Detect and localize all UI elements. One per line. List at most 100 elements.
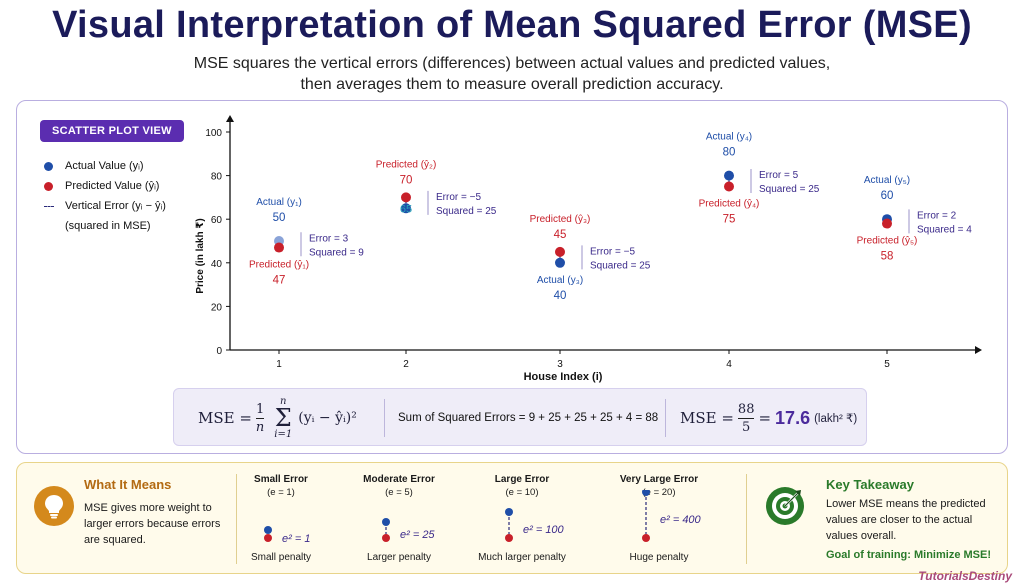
legend-predicted-label: Predicted Value (ŷᵢ): [65, 180, 160, 192]
actual-point: [401, 203, 411, 214]
predicted-value: 58: [881, 251, 894, 263]
squared-annotation: Squared = 9: [309, 247, 364, 258]
predicted-value: 75: [723, 214, 736, 226]
squared-annotation: Squared = 25: [436, 206, 497, 217]
predicted-point: [274, 242, 284, 253]
actual-dot-icon: [44, 161, 53, 171]
predicted-label: Predicted (ŷ₃): [530, 214, 591, 225]
error-scale-item: Moderate Error (e = 5) e² = 25 Larger penal…: [344, 474, 454, 563]
legend-error-note: (squared in MSE): [65, 220, 151, 232]
actual-value: 80: [723, 147, 736, 159]
one-over-n-fraction: 1 n: [255, 401, 265, 435]
predicted-value: 70: [400, 174, 413, 186]
squared-error-value: e² = 25: [400, 529, 435, 541]
subtitle-line-2: then averages them to measure overall pr…: [300, 76, 724, 93]
dashed-line-icon: [44, 205, 54, 207]
legend-predicted: Predicted Value (ŷᵢ): [44, 176, 166, 196]
squared-error-value: e² = 1: [282, 533, 310, 545]
squared-annotation: Squared = 25: [590, 260, 651, 271]
actual-label: Actual (y₁): [256, 197, 302, 208]
error-scale-graphic: e² = 1: [264, 526, 310, 545]
error-annotation: Error = 2: [917, 210, 957, 221]
y-tick-label: 100: [205, 128, 222, 139]
fraction-numerator: 1: [255, 401, 265, 417]
actual-point: [724, 170, 734, 181]
predicted-value: 45: [554, 229, 567, 241]
error-scale-item: Small Error (e = 1) e² = 1 Small penalty: [226, 474, 336, 563]
y-tick-label: 60: [211, 215, 223, 226]
target-icon: [766, 487, 804, 525]
result-numerator: 88: [737, 401, 755, 417]
predicted-point: [642, 534, 650, 542]
predicted-label: Predicted (ŷ₂): [376, 159, 437, 170]
x-tick-label: 1: [276, 359, 282, 370]
lightbulb-icon: [34, 486, 74, 526]
predicted-label: Predicted (ŷ₁): [249, 260, 309, 271]
legend-error-label: Vertical Error (yᵢ − ŷᵢ): [65, 200, 166, 212]
actual-label: Actual (y₃): [537, 275, 583, 286]
squared-error-expression: (yᵢ − ŷᵢ)²: [298, 410, 357, 426]
x-axis-title: House Index (i): [524, 371, 603, 383]
penalty-label: Small penalty: [250, 552, 312, 563]
actual-point: [382, 518, 390, 526]
brand-watermark: TutorialsDestiny: [918, 569, 1012, 583]
error-annotation: Error = 3: [309, 233, 349, 244]
actual-value: 50: [273, 212, 286, 224]
error-scale-graphic: e² = 400: [642, 490, 702, 542]
error-scale-name: Very Large Error: [619, 474, 699, 485]
error-scale-name: Large Error: [494, 474, 550, 485]
penalty-label: Much larger penalty: [478, 552, 566, 563]
error-scale-graphic: e² = 25: [382, 518, 435, 542]
y-tick-label: 40: [211, 259, 223, 270]
error-annotation: Error = 5: [759, 170, 799, 181]
squared-error-value: e² = 400: [660, 514, 702, 526]
error-annotation: Error = −5: [436, 192, 481, 203]
result-denominator: 5: [742, 419, 751, 435]
x-tick-label: 3: [557, 359, 563, 370]
key-takeaway-title: Key Takeaway: [826, 477, 914, 492]
predicted-label: Predicted (ŷ₄): [699, 199, 760, 210]
x-tick-label: 4: [726, 359, 732, 370]
penalty-label: Huge penalty: [629, 552, 689, 563]
y-tick-label: 0: [216, 346, 222, 357]
error-scale-e: (e = 20): [642, 487, 676, 498]
training-goal: Goal of training: Minimize MSE!: [826, 549, 991, 561]
actual-point: [505, 508, 513, 516]
squared-annotation: Squared = 4: [917, 224, 972, 235]
mse-formula: MSE = 1 n n Σ i=1 (yᵢ − ŷᵢ)²: [198, 389, 357, 447]
predicted-point: [724, 181, 734, 192]
error-annotation: Error = −5: [590, 246, 635, 257]
sum-of-squared-errors: Sum of Squared Errors = 9 + 25 + 25 + 25…: [398, 412, 659, 424]
predicted-point: [882, 218, 892, 229]
formula-box: MSE = 1 n n Σ i=1 (yᵢ − ŷᵢ)² Sum of Squa…: [173, 388, 867, 446]
predicted-label: Predicted (ŷ₅): [857, 236, 918, 247]
mse-unit: (lakh² ₹): [814, 413, 858, 425]
error-scale-e: (e = 5): [385, 487, 413, 498]
predicted-point: [264, 534, 272, 542]
x-tick-label: 5: [884, 359, 890, 370]
sse-section: Sum of Squared Errors = 9 + 25 + 25 + 25…: [398, 389, 658, 447]
actual-point: [555, 257, 565, 268]
actual-value: 40: [554, 290, 567, 302]
predicted-value: 47: [273, 275, 286, 287]
actual-value: 60: [881, 190, 894, 202]
predicted-point: [401, 192, 411, 203]
error-scale-name: Small Error: [254, 474, 308, 485]
actual-label: Actual (y₅): [864, 175, 910, 186]
squared-error-value: e² = 100: [523, 524, 565, 536]
predicted-dot-icon: [44, 181, 53, 191]
legend-actual-label: Actual Value (yᵢ): [65, 160, 144, 172]
error-scale-e: (e = 1): [267, 487, 295, 498]
legend-actual: Actual Value (yᵢ): [44, 156, 166, 176]
fraction-denominator: n: [255, 419, 265, 435]
x-axis-arrow-icon: [975, 346, 982, 354]
page-title: Visual Interpretation of Mean Squared Er…: [52, 4, 972, 46]
predicted-point: [382, 534, 390, 542]
predicted-point: [555, 246, 565, 257]
key-takeaway-text: Lower MSE means the predicted values are…: [826, 498, 986, 542]
chart-legend: Actual Value (yᵢ) Predicted Value (ŷᵢ) V…: [44, 156, 166, 236]
x-tick-label: 2: [403, 359, 409, 370]
penalty-label: Larger penalty: [367, 552, 431, 563]
error-scale-item: Large Error (e = 10) e² = 100 Much larger p…: [467, 474, 577, 563]
mse-result-label: MSE =: [680, 409, 734, 427]
